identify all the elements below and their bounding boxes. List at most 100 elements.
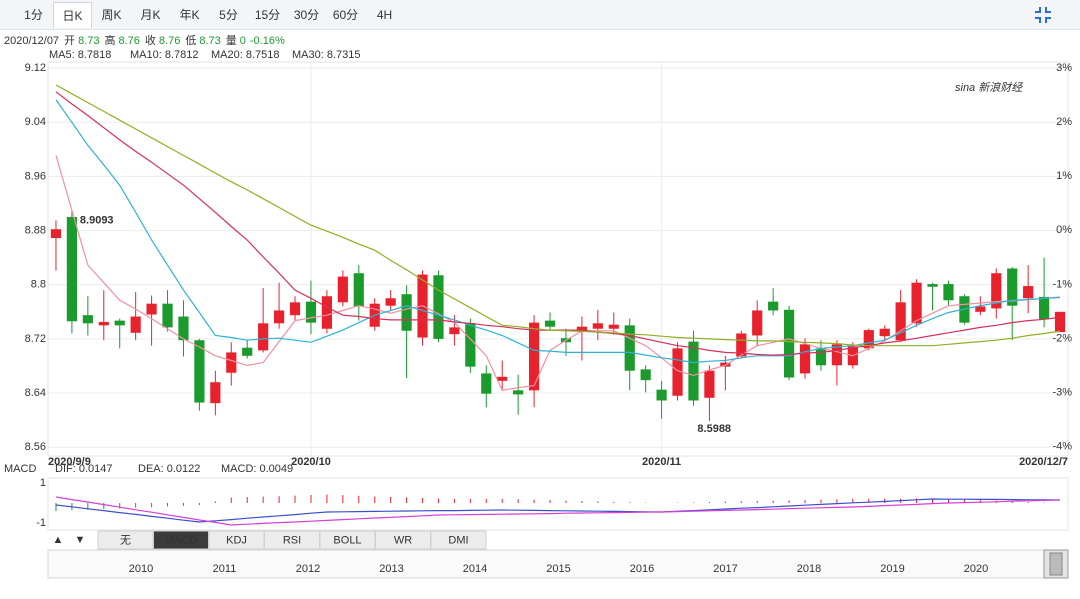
candle-body bbox=[321, 296, 333, 329]
legend-entry: MACD: 0.0049 bbox=[221, 463, 293, 475]
period-tab[interactable]: 60分 bbox=[332, 7, 359, 22]
candle-body bbox=[943, 284, 954, 301]
candle-body bbox=[975, 306, 986, 312]
info-line: 2020/12/07 开 8.73 高 8.76 收 8.76 低 8.73 量 0 -0.16% bbox=[4, 33, 285, 47]
candle-body bbox=[592, 323, 603, 329]
period-tabs: 1分 日K 周K 月K 年K 5分 15分 30分 60分 4H bbox=[0, 0, 1080, 30]
candle-body bbox=[114, 320, 125, 326]
candle-body bbox=[289, 302, 301, 316]
navigator-year: 2014 bbox=[463, 563, 487, 575]
candle-body bbox=[130, 316, 141, 333]
indicator-tab[interactable]: 无 bbox=[120, 534, 131, 546]
navigator-year: 2018 bbox=[797, 563, 821, 575]
ma-line bbox=[55, 99, 1061, 364]
period-tab[interactable]: 日K bbox=[53, 1, 92, 28]
candle-body bbox=[736, 333, 747, 357]
candle-body bbox=[337, 276, 348, 303]
indicator-tab[interactable]: DMI bbox=[448, 534, 468, 546]
candle-body bbox=[608, 324, 619, 329]
candle-body bbox=[385, 298, 396, 306]
y-tick-label: 9.12 bbox=[25, 62, 46, 74]
candle-body bbox=[497, 376, 508, 381]
candle-body bbox=[895, 302, 906, 341]
navigator-frame bbox=[47, 549, 1069, 579]
nav-arrow[interactable]: ▼ bbox=[75, 534, 86, 546]
y-tick-label: 8.64 bbox=[25, 387, 46, 399]
y2-tick-label: -1% bbox=[1052, 278, 1072, 290]
period-tab[interactable]: 30分 bbox=[293, 7, 320, 22]
info-value: 0 bbox=[240, 35, 246, 47]
candle-body bbox=[194, 340, 205, 403]
y-tick-label: 8.96 bbox=[25, 170, 46, 182]
info-label: 开 bbox=[64, 35, 75, 47]
indicator-tab[interactable]: BOLL bbox=[333, 534, 361, 546]
y2-tick-label: -2% bbox=[1052, 332, 1072, 344]
period-tab[interactable]: 5分 bbox=[219, 7, 238, 22]
period-tab[interactable]: 周K bbox=[101, 7, 122, 22]
info-label: 收 bbox=[145, 33, 156, 47]
candle-body bbox=[576, 326, 588, 332]
info-value: 8.76 bbox=[118, 35, 139, 47]
navigator-year: 2013 bbox=[379, 563, 403, 575]
candle-body bbox=[273, 310, 285, 324]
candle-body bbox=[178, 316, 189, 341]
candle-body bbox=[242, 347, 253, 356]
legend-entry: MA20: 8.7518 bbox=[211, 49, 280, 61]
candle-body bbox=[353, 273, 364, 307]
x-tick-label: 2020/10 bbox=[291, 456, 331, 468]
ma-line bbox=[55, 91, 1061, 356]
candle-body bbox=[528, 322, 540, 391]
macd-frame bbox=[47, 477, 1069, 531]
candle-body bbox=[98, 321, 109, 326]
y-tick-label: 8.56 bbox=[25, 441, 46, 453]
navigator-year: 2017 bbox=[713, 563, 737, 575]
y-tick-label: -1 bbox=[36, 517, 46, 529]
candle-body bbox=[688, 341, 699, 401]
price-frame bbox=[47, 61, 1069, 457]
navigator-handle[interactable] bbox=[1049, 552, 1063, 576]
period-tab[interactable]: 1分 bbox=[24, 7, 43, 22]
candle-body bbox=[449, 327, 460, 335]
y2-tick-label: -3% bbox=[1052, 387, 1072, 399]
macd-title: MACD bbox=[4, 463, 36, 475]
y2-tick-label: 0% bbox=[1056, 224, 1072, 236]
collapse-icon[interactable] bbox=[1034, 6, 1052, 24]
period-tab[interactable]: 月K bbox=[140, 7, 161, 22]
y-tick-label: 1 bbox=[40, 477, 46, 489]
navigator-year: 2011 bbox=[213, 563, 237, 575]
candle-body bbox=[1023, 286, 1034, 299]
y2-tick-label: 3% bbox=[1056, 62, 1072, 74]
period-tab[interactable]: 4H bbox=[376, 7, 393, 22]
indicator-tab[interactable]: MACD bbox=[165, 534, 197, 546]
period-tab[interactable]: 年K bbox=[179, 7, 200, 22]
navigator-year: 2016 bbox=[630, 563, 654, 575]
candle-body bbox=[50, 229, 62, 239]
indicator-tab[interactable]: KDJ bbox=[226, 534, 247, 546]
indicator-tab[interactable]: WR bbox=[394, 534, 412, 546]
candle-body bbox=[544, 320, 556, 327]
navigator-year: 2019 bbox=[880, 563, 904, 575]
legend-entry: DIF: 0.0147 bbox=[55, 463, 112, 475]
period-tab[interactable]: 15分 bbox=[254, 7, 281, 22]
candle-body bbox=[226, 352, 237, 373]
nav-arrow[interactable]: ▲ bbox=[53, 534, 64, 546]
indicator-tab[interactable]: RSI bbox=[283, 534, 301, 546]
candle-body bbox=[1054, 311, 1066, 333]
candle-body bbox=[401, 294, 412, 331]
candle-body bbox=[1007, 268, 1018, 306]
candle-body bbox=[656, 389, 667, 401]
y2-tick-label: 1% bbox=[1056, 170, 1072, 182]
legend-entry: MA30: 8.7315 bbox=[292, 49, 361, 61]
watermark: sina 新浪财经 bbox=[955, 81, 1023, 94]
candle-body bbox=[991, 273, 1002, 309]
candle-body bbox=[911, 282, 922, 324]
y2-tick-label: -4% bbox=[1052, 441, 1072, 453]
info-value: 8.76 bbox=[159, 35, 180, 47]
info-value: 8.73 bbox=[78, 35, 99, 47]
candle-body bbox=[162, 303, 173, 328]
candle-body bbox=[465, 323, 476, 367]
macd-line bbox=[55, 496, 1061, 526]
indicator-tab-bg[interactable] bbox=[430, 530, 487, 550]
